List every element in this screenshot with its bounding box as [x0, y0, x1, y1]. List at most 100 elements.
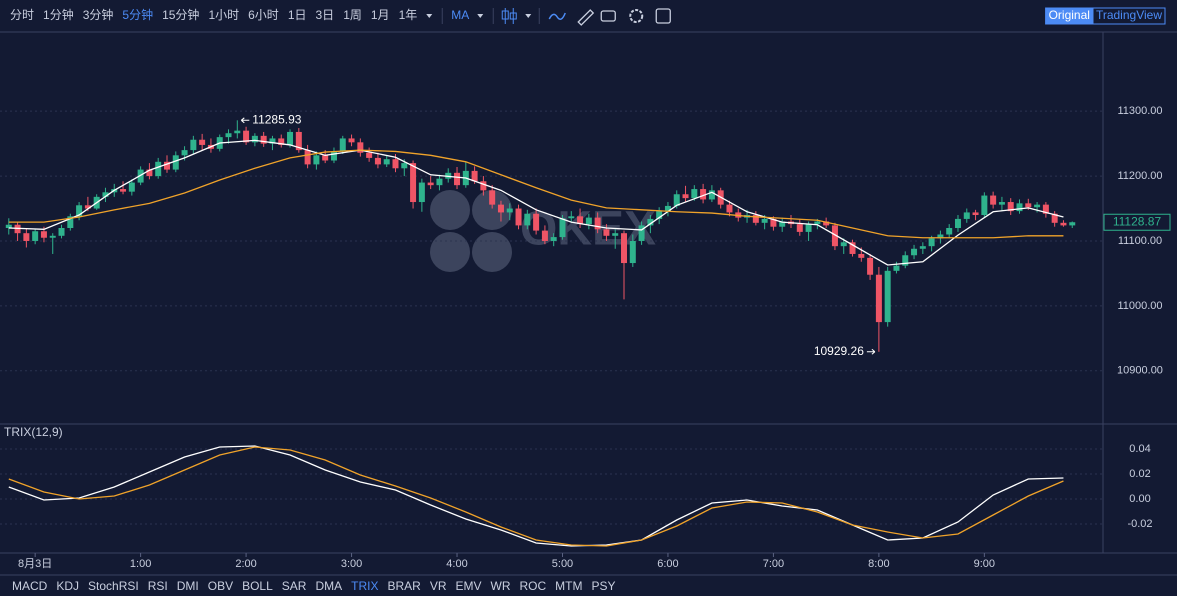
- trix-line: [8, 445, 1064, 547]
- indicator-tab[interactable]: KDJ: [56, 579, 79, 593]
- candle-body: [32, 231, 39, 241]
- indicator-button[interactable]: MA: [451, 8, 469, 22]
- x-tick-label: 9:00: [974, 558, 995, 570]
- indicator-tab[interactable]: SAR: [282, 579, 307, 593]
- candle-body: [779, 221, 786, 227]
- candle-body: [295, 131, 302, 151]
- indicator-tab[interactable]: MTM: [555, 579, 582, 593]
- candle-body: [621, 233, 628, 264]
- line-tool-icon[interactable]: [548, 12, 566, 20]
- candle-body: [954, 218, 961, 228]
- indicator-tab[interactable]: MACD: [12, 579, 48, 593]
- candle-body: [585, 217, 592, 225]
- indicator-tab[interactable]: BOLL: [242, 579, 273, 593]
- y-tick-label: 0.00: [1129, 493, 1150, 505]
- candle-type-icon[interactable]: [501, 8, 517, 24]
- indicator-tab[interactable]: DMA: [315, 579, 342, 593]
- x-tick-label: 6:00: [657, 558, 678, 570]
- candle-body: [1060, 222, 1067, 226]
- y-tick-label: 11200.00: [1117, 170, 1162, 182]
- y-tick-label: 0.04: [1129, 443, 1150, 455]
- candle-body: [383, 159, 390, 165]
- candle-body: [884, 270, 891, 323]
- candle-body: [875, 274, 882, 323]
- fullscreen-icon[interactable]: [655, 8, 671, 24]
- interval-button[interactable]: 1年: [399, 8, 418, 22]
- dropdown-arrow[interactable]: [477, 14, 484, 18]
- candle-body: [489, 190, 496, 205]
- candle-body: [963, 212, 970, 219]
- view-button[interactable]: Original: [1049, 8, 1090, 22]
- candle-body: [893, 265, 900, 271]
- view-button[interactable]: TradingView: [1096, 8, 1162, 22]
- candle-body: [410, 163, 417, 203]
- interval-button[interactable]: 3日: [316, 8, 335, 22]
- interval-button[interactable]: 5分钟: [122, 7, 153, 22]
- candle-body: [40, 231, 47, 238]
- candle-body: [603, 229, 610, 236]
- candle-body: [260, 135, 267, 144]
- interval-button[interactable]: 1小时: [208, 8, 239, 22]
- dropdown-arrow[interactable]: [426, 14, 433, 18]
- indicator-tab[interactable]: PSY: [592, 579, 616, 593]
- interval-button[interactable]: 1分钟: [43, 7, 74, 22]
- min-price-label: 10929.26: [814, 344, 864, 358]
- candle-body: [506, 208, 513, 213]
- candle-body: [199, 139, 206, 145]
- candle-body: [594, 217, 601, 230]
- candle-body: [427, 182, 434, 186]
- candle-body: [357, 142, 364, 153]
- settings-icon[interactable]: [629, 9, 644, 23]
- candle-body: [612, 233, 619, 236]
- candle-body: [691, 189, 698, 199]
- indicator-tab[interactable]: RSI: [148, 579, 168, 593]
- candle-body: [269, 138, 276, 144]
- candle-body: [541, 230, 548, 241]
- x-tick-label: 1:00: [130, 558, 151, 570]
- candle-body: [814, 221, 821, 225]
- candle-body: [840, 242, 847, 247]
- interval-button[interactable]: 分时: [10, 8, 34, 22]
- interval-button[interactable]: 6小时: [248, 8, 279, 22]
- interval-button[interactable]: 3分钟: [83, 7, 114, 22]
- indicator-tab[interactable]: VR: [430, 579, 447, 593]
- interval-button[interactable]: 1周: [343, 8, 362, 22]
- x-tick-label: 8:00: [868, 558, 889, 570]
- candle-body: [1016, 203, 1023, 212]
- candle-body: [190, 139, 197, 151]
- candle-body: [990, 195, 997, 205]
- camera-icon[interactable]: [600, 10, 616, 22]
- y-tick-label: 11300.00: [1117, 105, 1162, 117]
- indicator-tab[interactable]: TRIX: [351, 579, 378, 593]
- dropdown-arrow[interactable]: [525, 14, 532, 18]
- indicator-tab[interactable]: BRAR: [387, 579, 421, 593]
- indicator-tab[interactable]: OBV: [208, 579, 233, 593]
- ruler-icon[interactable]: [577, 9, 595, 26]
- interval-button[interactable]: 1日: [288, 8, 307, 22]
- candle-body: [559, 218, 566, 238]
- candle-body: [234, 130, 241, 134]
- indicator-tab[interactable]: EMV: [455, 579, 481, 593]
- view-button-box[interactable]: [1045, 7, 1094, 25]
- candle-body: [568, 216, 575, 219]
- y-tick-label: 11100.00: [1118, 235, 1162, 247]
- y-tick-label: 11000.00: [1117, 300, 1162, 312]
- candle-body: [858, 253, 865, 258]
- candle-body: [348, 138, 355, 143]
- moving-average-line: [8, 139, 1064, 266]
- indicator-tab[interactable]: WR: [491, 579, 511, 593]
- candle-body: [243, 130, 250, 143]
- moving-average-line: [8, 149, 1064, 239]
- indicator-tab[interactable]: DMI: [177, 579, 199, 593]
- candle-body: [181, 150, 188, 156]
- candle-body: [401, 163, 408, 169]
- candle-body: [436, 178, 443, 186]
- indicator-tab[interactable]: StochRSI: [88, 579, 139, 593]
- max-price-label: 11285.93: [252, 112, 301, 126]
- indicator-tab[interactable]: ROC: [520, 579, 547, 593]
- interval-button[interactable]: 1月: [371, 8, 390, 22]
- interval-button[interactable]: 15分钟: [162, 7, 199, 22]
- candle-body: [1025, 203, 1032, 208]
- candle-body: [902, 255, 909, 266]
- candle-body: [515, 208, 522, 226]
